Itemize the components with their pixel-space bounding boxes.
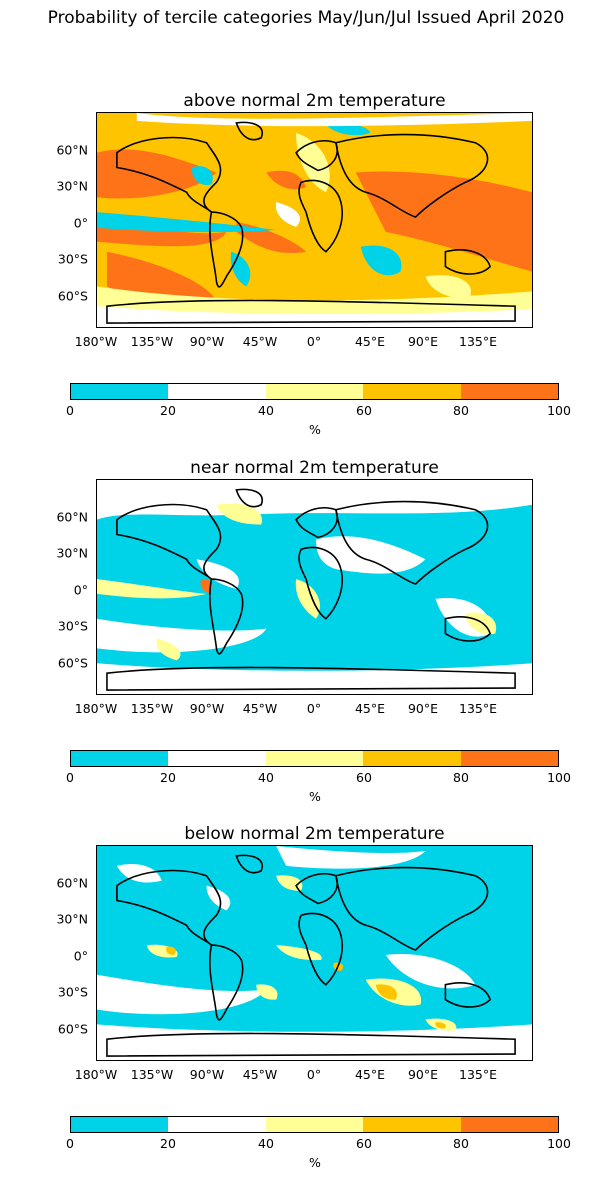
colorbar-segment <box>168 751 266 766</box>
lat-label: 60°N <box>56 509 88 525</box>
lon-label: 135°E <box>458 334 498 349</box>
map-canvas <box>97 846 532 1060</box>
lon-label: 90°E <box>407 334 439 349</box>
lon-label: 180°W <box>74 1067 118 1082</box>
colorbar-tick: 100 <box>547 1136 571 1151</box>
colorbar-tick: 40 <box>258 770 274 785</box>
map-above-normal <box>96 112 533 328</box>
colorbar-tick: 0 <box>66 770 74 785</box>
panel-title: near normal 2m temperature <box>190 458 439 478</box>
lon-label: 135°E <box>458 701 498 716</box>
lon-label: 45°W <box>242 334 278 349</box>
colorbar-tick: 40 <box>258 1136 274 1151</box>
colorbar-segment <box>363 1117 461 1132</box>
colorbar <box>70 1116 559 1133</box>
lat-label: 30°S <box>57 984 88 1000</box>
colorbar-unit: % <box>309 422 321 437</box>
map-below-normal <box>96 845 533 1061</box>
colorbar-tick: 80 <box>453 403 469 418</box>
colorbar-unit: % <box>309 1155 321 1170</box>
colorbar-tick: 20 <box>160 770 176 785</box>
panel-below-normal: below normal 2m temperature <box>0 824 612 1190</box>
colorbar <box>70 383 559 400</box>
colorbar-segment <box>168 384 266 399</box>
lat-label: 60°N <box>56 142 88 158</box>
lon-label: 90°E <box>407 1067 439 1082</box>
lat-label: 30°N <box>56 911 88 927</box>
lon-label: 0° <box>306 1067 322 1082</box>
lon-label: 90°W <box>189 701 225 716</box>
lon-label: 180°W <box>74 701 118 716</box>
colorbar-tick: 20 <box>160 403 176 418</box>
colorbar-segment <box>71 1117 169 1132</box>
panel-above-normal: above normal 2m temperature <box>0 91 612 457</box>
map-canvas <box>97 113 532 327</box>
lon-label: 45°E <box>354 701 386 716</box>
lon-label: 135°W <box>130 334 174 349</box>
colorbar-unit: % <box>309 789 321 804</box>
lon-label: 135°W <box>130 1067 174 1082</box>
colorbar <box>70 750 559 767</box>
lon-label: 180°W <box>74 334 118 349</box>
lat-label: 30°S <box>57 618 88 634</box>
colorbar-segment <box>363 751 461 766</box>
colorbar-segment <box>71 384 169 399</box>
lon-label: 45°E <box>354 1067 386 1082</box>
colorbar-tick: 60 <box>356 770 372 785</box>
colorbar-tick: 80 <box>453 770 469 785</box>
figure-title: Probability of tercile categories May/Ju… <box>47 8 565 28</box>
map-canvas <box>97 480 532 694</box>
colorbar-tick: 0 <box>66 403 74 418</box>
panel-near-normal: near normal 2m temperature <box>0 458 612 824</box>
lat-label: 60°S <box>57 288 88 304</box>
colorbar-segment <box>265 751 364 766</box>
lon-label: 90°W <box>189 334 225 349</box>
lon-label: 45°W <box>242 1067 278 1082</box>
lon-label: 135°W <box>130 701 174 716</box>
colorbar-segment <box>460 384 559 399</box>
panel-title: above normal 2m temperature <box>183 91 446 111</box>
colorbar-tick: 100 <box>547 770 571 785</box>
lon-label: 135°E <box>458 1067 498 1082</box>
colorbar-tick: 0 <box>66 1136 74 1151</box>
panel-title: below normal 2m temperature <box>184 824 445 844</box>
lon-label: 45°E <box>354 334 386 349</box>
lat-label: 0° <box>73 948 88 964</box>
lat-label: 0° <box>73 215 88 231</box>
colorbar-tick: 100 <box>547 403 571 418</box>
colorbar-segment <box>265 1117 364 1132</box>
colorbar-segment <box>265 384 364 399</box>
lat-label: 60°S <box>57 655 88 671</box>
lat-label: 60°N <box>56 875 88 891</box>
colorbar-segment <box>71 751 169 766</box>
lat-label: 0° <box>73 582 88 598</box>
lat-label: 60°S <box>57 1021 88 1037</box>
colorbar-tick: 40 <box>258 403 274 418</box>
lon-label: 0° <box>306 334 322 349</box>
lon-label: 90°W <box>189 1067 225 1082</box>
colorbar-segment <box>460 751 559 766</box>
lon-label: 45°W <box>242 701 278 716</box>
colorbar-tick: 20 <box>160 1136 176 1151</box>
lon-label: 0° <box>306 701 322 716</box>
lat-label: 30°S <box>57 251 88 267</box>
lat-label: 30°N <box>56 545 88 561</box>
colorbar-segment <box>363 384 461 399</box>
map-near-normal <box>96 479 533 695</box>
colorbar-tick: 60 <box>356 1136 372 1151</box>
lon-label: 90°E <box>407 701 439 716</box>
colorbar-segment <box>460 1117 559 1132</box>
colorbar-tick: 60 <box>356 403 372 418</box>
lat-label: 30°N <box>56 178 88 194</box>
colorbar-tick: 80 <box>453 1136 469 1151</box>
colorbar-segment <box>168 1117 266 1132</box>
